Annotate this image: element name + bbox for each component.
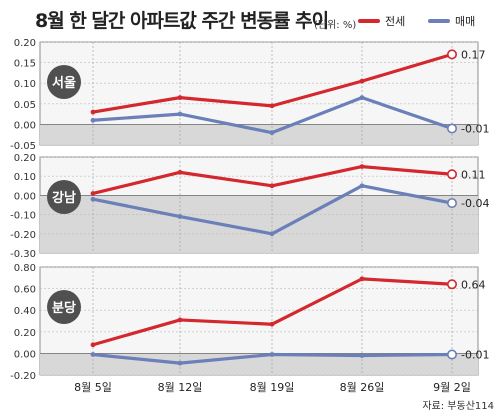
- end-value-label: -0.01: [461, 348, 489, 361]
- end-value-label: 0.64: [461, 278, 486, 291]
- data-point-jeonse: [359, 164, 365, 170]
- data-point-jeonse: [269, 321, 275, 327]
- chart-header: 8월 한 달간 아파트값 주간 변동률 추이 (단위: %) 전세 매매: [0, 0, 500, 36]
- legend-swatch-jeonse: [358, 19, 380, 23]
- data-point-jeonse: [90, 109, 96, 115]
- x-tick-label: 8월 26일: [340, 380, 385, 394]
- data-point-maemae: [269, 352, 275, 357]
- y-tick-label: -0.10: [10, 211, 36, 222]
- end-value-label: 0.17: [461, 48, 486, 61]
- data-point-maemae: [177, 360, 183, 366]
- data-point-jeonse: [359, 276, 365, 282]
- data-point-maemae: [359, 353, 365, 358]
- data-point-maemae: [90, 196, 96, 202]
- legend-label-maemae: 매매: [455, 15, 476, 28]
- data-point-maemae: [177, 214, 183, 219]
- data-point-jeonse: [90, 191, 96, 196]
- region-label: 서울: [52, 75, 76, 91]
- y-tick-label: 0.20: [14, 153, 36, 164]
- data-point-maemae: [90, 352, 96, 357]
- data-point-jeonse: [90, 342, 96, 348]
- data-point-jeonse: [269, 183, 275, 189]
- data-point-jeonse: [177, 95, 183, 101]
- x-tick-label: 8월 19일: [250, 380, 295, 394]
- data-point-maemae: [359, 183, 365, 189]
- y-tick-label: 0.05: [14, 100, 36, 111]
- y-tick-label: 0.10: [14, 79, 36, 90]
- y-tick-label: 0.20: [14, 38, 36, 49]
- region-badge: [47, 290, 81, 324]
- data-point-maemae: [90, 117, 96, 123]
- data-point-jeonse: [177, 169, 183, 175]
- region-badge: [47, 65, 81, 99]
- end-value-label: 0.11: [461, 168, 486, 181]
- data-point-maemae: [446, 123, 457, 134]
- legend-label-jeonse: 전세: [385, 15, 406, 28]
- data-point-maemae: [446, 349, 457, 360]
- data-point-jeonse: [446, 169, 457, 180]
- legend-item-jeonse: 전세: [358, 14, 405, 28]
- x-tick-label: 9월 2일: [433, 380, 471, 394]
- y-tick-label: 0.10: [14, 172, 36, 183]
- negative-zone-shade: [40, 195, 478, 253]
- y-tick-label: 0.20: [14, 328, 36, 339]
- y-tick-label: 0.15: [14, 59, 36, 70]
- data-point-jeonse: [359, 78, 365, 84]
- end-value-label: -0.04: [461, 197, 489, 210]
- y-tick-label: 0.80: [14, 263, 36, 274]
- data-point-jeonse: [446, 279, 457, 290]
- unit-label: (단위: %): [314, 20, 357, 31]
- y-tick-label: 0.40: [14, 306, 36, 317]
- y-tick-label: 0.60: [14, 285, 36, 296]
- chart-title: 8월 한 달간 아파트값 주간 변동률 추이: [35, 10, 329, 32]
- y-tick-label: -0.20: [10, 371, 36, 382]
- region-label: 강남: [52, 190, 76, 206]
- region-label: 분당: [52, 300, 76, 316]
- y-tick-label: -0.20: [10, 230, 36, 241]
- x-tick-label: 8월 5일: [74, 380, 112, 394]
- region-badge: [47, 180, 81, 214]
- data-point-jeonse: [177, 317, 183, 323]
- negative-zone-shade: [40, 124, 478, 145]
- legend-swatch-maemae: [428, 19, 450, 23]
- data-point-maemae: [446, 198, 457, 209]
- y-tick-label: -0.05: [10, 141, 36, 152]
- legend-item-maemae: 매매: [428, 14, 475, 28]
- x-tick-label: 8월 12일: [158, 380, 203, 394]
- y-tick-label: -0.30: [10, 249, 36, 260]
- data-point-jeonse: [269, 103, 275, 109]
- data-point-maemae: [177, 111, 183, 117]
- data-point-jeonse: [446, 49, 457, 60]
- y-tick-label: 0.00: [14, 191, 36, 202]
- source-note: 자료: 부동산114: [422, 401, 494, 412]
- data-point-maemae: [359, 95, 365, 101]
- data-point-maemae: [269, 231, 275, 237]
- end-value-label: -0.01: [461, 123, 489, 136]
- y-tick-label: 0.00: [14, 120, 36, 131]
- y-tick-label: 0.00: [14, 349, 36, 360]
- data-point-maemae: [269, 130, 275, 136]
